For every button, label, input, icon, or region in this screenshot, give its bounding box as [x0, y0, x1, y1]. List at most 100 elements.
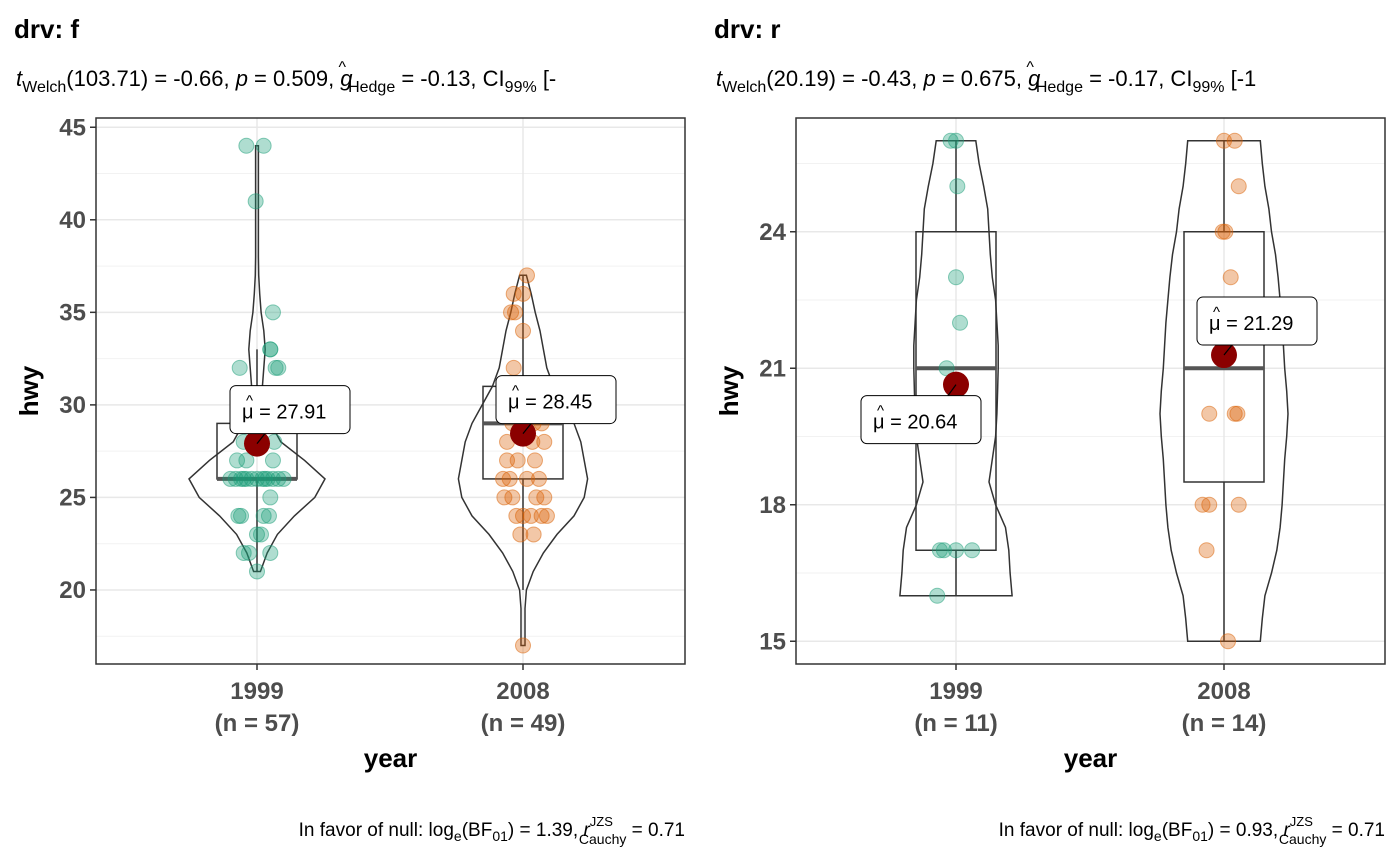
mean-label-box [1196, 296, 1318, 346]
stat-ci-tail: [-1 [1224, 66, 1256, 91]
data-point [262, 544, 279, 561]
mean-label-box [495, 375, 617, 425]
data-point [235, 544, 252, 561]
mean-label-hat: ^ [1213, 304, 1220, 321]
caption-r-sub: Cauchy [579, 831, 626, 847]
stat-ci-tail: [- [537, 66, 557, 91]
panel-drv-r: drv: r tWelch(20.19) = -0.43, p = 0.675, … [714, 14, 1386, 847]
data-point [1230, 496, 1247, 513]
y-tick-label: 20 [59, 577, 86, 604]
stat-p-label: p [235, 66, 248, 91]
mean-label-hat: ^ [512, 383, 519, 400]
data-point [949, 178, 966, 195]
stat-t-sub: Welch [722, 79, 766, 96]
x-tick-n-label: (n = 11) [914, 710, 997, 737]
stat-g-value: = -0.13, CI [395, 66, 504, 91]
caption-log-sub: e [1154, 828, 1162, 844]
data-point [249, 526, 265, 543]
data-point [1198, 542, 1215, 559]
caption-bf-sub: 01 [1192, 828, 1208, 844]
data-point [515, 637, 531, 654]
y-tick-label: 40 [59, 207, 86, 234]
caption-prefix: In favor of null: log [999, 820, 1154, 841]
data-point [264, 452, 281, 469]
x-tick-label: 2008 [496, 678, 549, 705]
data-point [948, 132, 964, 149]
panel-title: drv: f [14, 14, 79, 44]
mean-label-leader [947, 384, 957, 396]
data-point [964, 542, 981, 559]
data-point [505, 359, 522, 376]
panel-border [95, 117, 686, 665]
mean-label-leader [1223, 344, 1233, 356]
panel-title: drv: r [714, 14, 780, 44]
data-point [264, 304, 281, 321]
box-iqr [1183, 231, 1265, 483]
x-tick-label: 1999 [230, 678, 283, 705]
caption-bf-sub: 01 [492, 828, 508, 844]
mean-label-2008: ^ μ = 28.45 [495, 375, 617, 434]
data-point [526, 452, 543, 469]
data-point [229, 452, 246, 469]
data-point [260, 507, 277, 524]
data-point [518, 470, 535, 487]
y-axis-title: hwy [14, 365, 44, 416]
caption-bf-value: ) = 0.93, [1208, 820, 1284, 841]
stat-ci-sub: 99% [1192, 79, 1224, 96]
stat-p-value: = 0.509, [248, 66, 340, 91]
mean-label-box [229, 385, 351, 435]
mean-label-leader [256, 433, 266, 444]
stat-g-sub: Hedge [1036, 79, 1083, 96]
stat-t-value: (103.71) = -0.66, [66, 66, 235, 91]
caption-r: r [583, 820, 590, 841]
mean-label-mu: μ [242, 402, 254, 424]
mean-label-text: ^ μ = 20.64 [873, 403, 957, 434]
data-point [931, 542, 948, 559]
data-point [518, 267, 535, 284]
y-axis-title: hwy [714, 365, 744, 416]
stat-p-value: = 0.675, [936, 66, 1028, 91]
data-point [1201, 496, 1218, 513]
data-point [256, 470, 273, 487]
stat-g-sub: Hedge [348, 79, 395, 96]
stat-g-value: = -0.17, CI [1083, 66, 1192, 91]
data-point [231, 359, 248, 376]
data-point [275, 470, 292, 487]
data-point [536, 489, 553, 506]
mean-label-text: ^ μ = 27.91 [242, 393, 326, 424]
data-point [1214, 223, 1231, 240]
mean-label-box [860, 395, 982, 445]
mean-label-mu: μ [1209, 313, 1221, 335]
data-point [509, 452, 526, 469]
mean-label-text: ^ μ = 21.29 [1209, 304, 1293, 335]
stat-ci-sub: 99% [505, 79, 537, 96]
y-tick-label: 30 [59, 392, 86, 419]
stats-subtitle: tWelch(20.19) = -0.43, p = 0.675, g^Hedg… [716, 59, 1256, 96]
y-tick-label: 21 [759, 355, 786, 382]
stat-g-hat: ^ [339, 59, 347, 76]
stat-t-value: (20.19) = -0.43, [766, 66, 923, 91]
data-point [255, 137, 272, 154]
data-point [238, 452, 255, 469]
data-point [929, 587, 946, 604]
mean-label-1999: ^ μ = 27.91 [229, 385, 351, 444]
violin [1159, 140, 1289, 643]
y-tick-label: 24 [759, 219, 786, 246]
data-point [948, 269, 964, 286]
data-point [505, 285, 522, 302]
data-point [512, 526, 529, 543]
bayes-caption: In favor of null: loge(BF01) = 1.39, rJZ… [299, 814, 685, 847]
panel-drv-f: drv: f tWelch(103.71) = -0.66, p = 0.509,… [14, 14, 686, 847]
caption-bf-value: ) = 1.39, [508, 820, 584, 841]
data-point [952, 314, 969, 331]
x-axis-title: year [1064, 743, 1118, 773]
group-1999 [899, 132, 1013, 604]
data-point [1220, 633, 1237, 650]
data-point [538, 507, 555, 524]
bayes-caption: In favor of null: loge(BF01) = 0.93, rJZ… [999, 814, 1385, 847]
caption-r-sup: JZS [1290, 814, 1313, 829]
grid [96, 118, 685, 664]
data-point [235, 470, 252, 487]
data-point [1222, 269, 1239, 286]
